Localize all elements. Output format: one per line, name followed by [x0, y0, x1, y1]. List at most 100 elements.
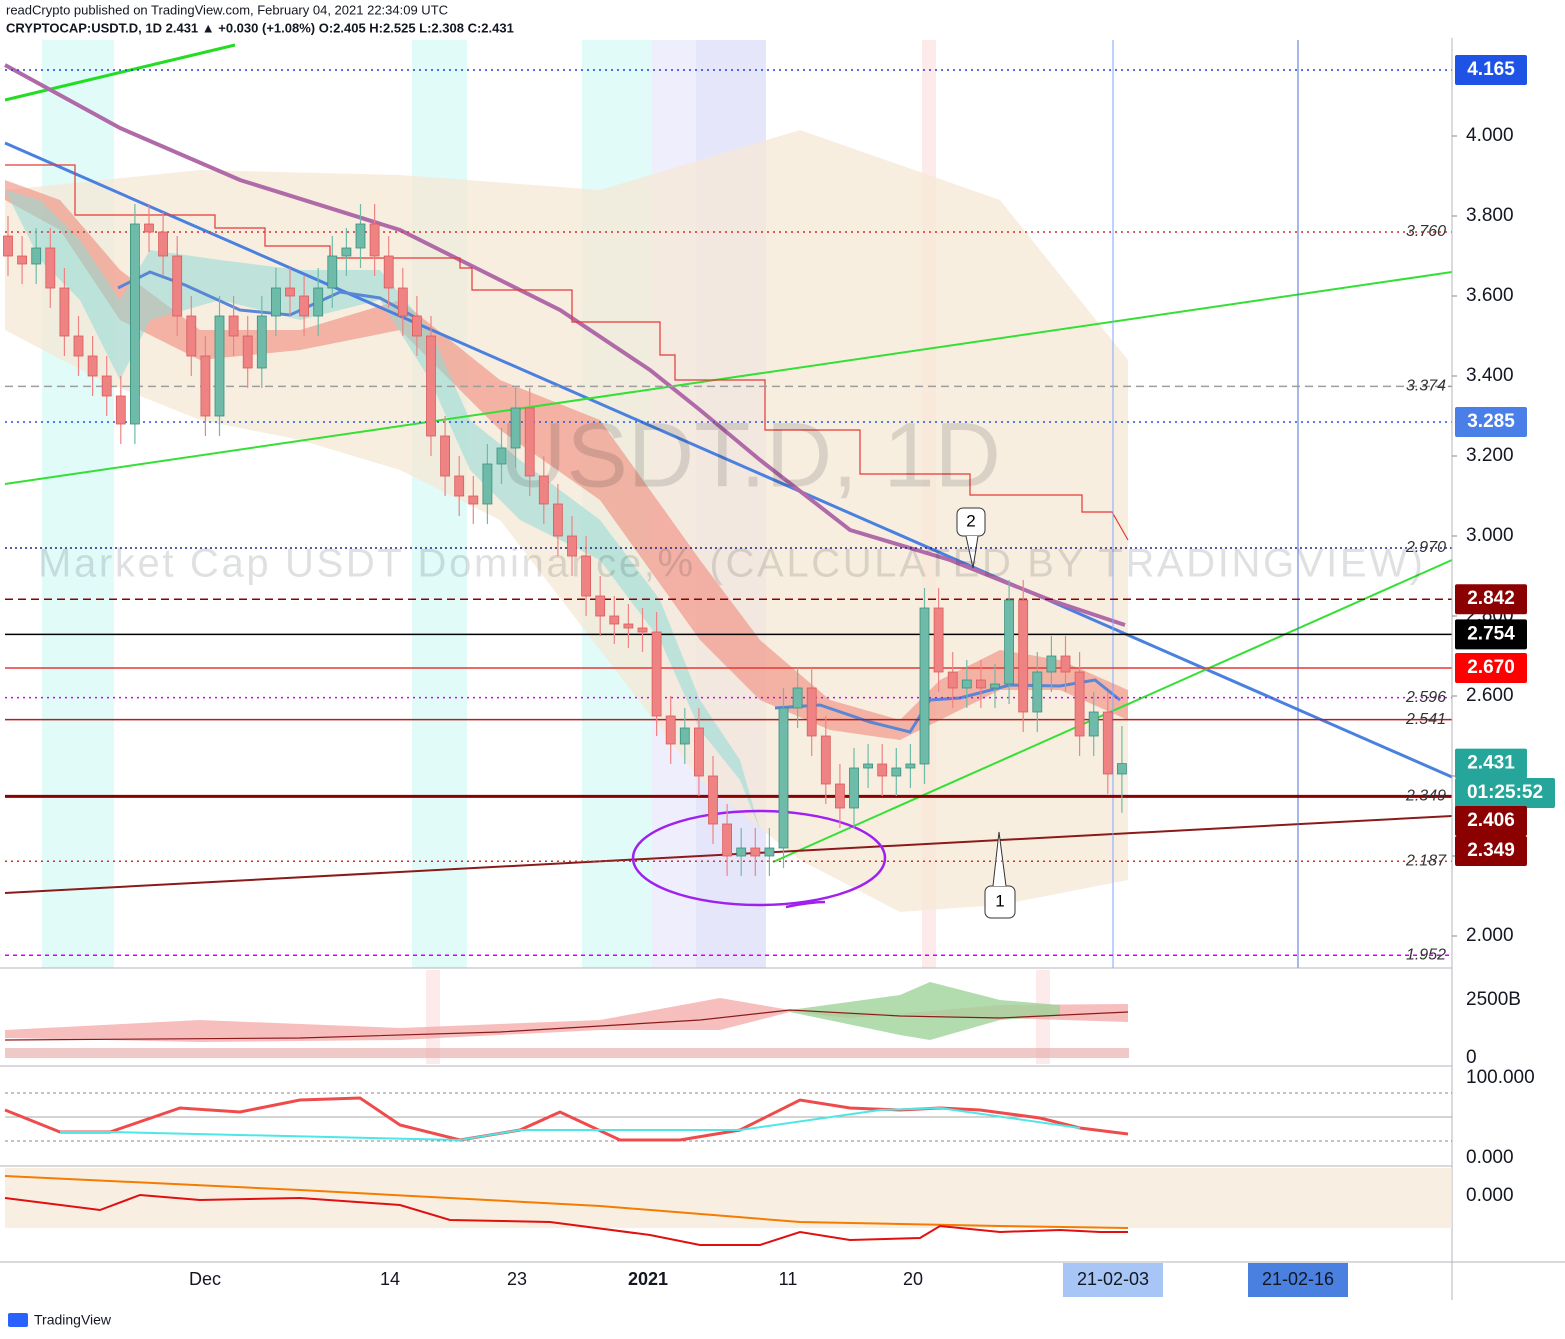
- background-bands: [5, 40, 1128, 968]
- candle-body: [1046, 655, 1057, 673]
- candle-body: [1117, 763, 1127, 775]
- candle-body: [228, 315, 239, 337]
- candle-body: [1004, 599, 1014, 685]
- date-box: [1248, 1263, 1348, 1297]
- candle-body: [426, 335, 436, 437]
- level-label: 2.187: [1405, 852, 1447, 869]
- candle-body: [87, 355, 98, 377]
- price-badge-label: 01:25:52: [1467, 782, 1543, 803]
- candle-body: [820, 735, 831, 785]
- price-badge: [1455, 55, 1527, 85]
- candle-body: [355, 223, 366, 249]
- y-tick-label: 3.800: [1466, 205, 1514, 226]
- footer: TradingView: [34, 1312, 112, 1328]
- candle-body: [524, 407, 535, 477]
- candle-body: [1088, 711, 1099, 737]
- candle-body: [806, 687, 817, 737]
- level-label: 2.596: [1405, 689, 1446, 706]
- y-tick-label: 3.600: [1466, 285, 1514, 306]
- price-badge-label: 2.406: [1467, 810, 1515, 831]
- candle-body: [101, 375, 112, 397]
- candle-body: [270, 287, 281, 317]
- candle-body: [158, 231, 169, 257]
- price-badge-label: 4.165: [1467, 59, 1515, 80]
- candle-body: [990, 683, 1000, 689]
- candle-body: [510, 407, 521, 449]
- price-badge: [1455, 653, 1527, 683]
- price-badge-label: 2.349: [1467, 840, 1515, 861]
- candle-body: [905, 763, 916, 769]
- candle-body: [595, 595, 606, 617]
- candle-body: [553, 503, 563, 537]
- candle-body: [341, 247, 352, 257]
- price-badge-label: 2.754: [1467, 623, 1515, 644]
- candle-body: [59, 287, 70, 337]
- candle-body: [933, 607, 944, 673]
- level-label: 3.760: [1406, 223, 1446, 240]
- candle-body: [299, 295, 310, 317]
- y-tick-label: 3.400: [1466, 365, 1514, 386]
- logo: [8, 1313, 28, 1327]
- candle-body: [1060, 655, 1071, 673]
- candle-body: [877, 763, 888, 777]
- candle-body: [849, 767, 859, 809]
- candle-body: [31, 247, 42, 265]
- candle-body: [369, 223, 380, 257]
- header-bg: [0, 0, 1565, 38]
- candle-body: [440, 435, 451, 477]
- x-tick-label: 23: [507, 1269, 527, 1289]
- price-badge: [1455, 778, 1555, 808]
- candle-body: [129, 223, 140, 425]
- x-tick-label: Dec: [189, 1269, 221, 1289]
- watermark-title: USDT.D, 1D: [500, 404, 1001, 506]
- candle-body: [1102, 711, 1113, 775]
- candle-body: [722, 823, 732, 857]
- candle-body: [708, 775, 718, 825]
- price-badge: [1455, 748, 1527, 779]
- annotation: 1: [995, 891, 1004, 910]
- x-tick-label: 20: [903, 1269, 923, 1289]
- candle-body: [637, 627, 648, 633]
- candle-body: [976, 679, 986, 689]
- candle-body: [327, 255, 338, 289]
- price-badge-label: 2.431: [1467, 753, 1515, 774]
- candle-body: [256, 315, 267, 369]
- y-tick-label: 3.000: [1466, 525, 1514, 546]
- y-tick-label: 2.000: [1466, 925, 1514, 946]
- annotation: 2: [966, 511, 975, 530]
- level-label: 2.970: [1405, 539, 1446, 556]
- candle-body: [764, 847, 775, 857]
- candle-body: [679, 727, 690, 745]
- level-label: 1.952: [1406, 946, 1446, 963]
- candle-body: [538, 475, 549, 505]
- candle-body: [383, 255, 394, 289]
- candle-body: [496, 447, 507, 465]
- candle-body: [397, 287, 408, 317]
- candle-body: [468, 495, 479, 505]
- candle-body: [172, 255, 183, 317]
- panel-axis-label: 0: [1466, 1047, 1477, 1068]
- price-badge: [1455, 836, 1527, 866]
- candle-body: [1032, 671, 1043, 713]
- candle-body: [214, 315, 225, 417]
- candle-body: [778, 707, 789, 849]
- candle-body: [285, 287, 295, 297]
- candle-body: [73, 335, 84, 357]
- y-tick-label: 4.000: [1466, 125, 1514, 146]
- candle-body: [1074, 671, 1085, 737]
- price-badge-label: 2.842: [1467, 588, 1515, 609]
- candle-body: [144, 223, 154, 233]
- panel-axis-label: 2500B: [1466, 989, 1521, 1010]
- candle-body: [200, 355, 211, 417]
- candle-body: [45, 247, 56, 289]
- price-badge-label: 3.285: [1467, 411, 1515, 432]
- date-box-label: 21-02-16: [1262, 1269, 1334, 1289]
- candle-body: [736, 847, 747, 857]
- sub-panels: [0, 20, 1565, 1300]
- candle-body: [313, 287, 324, 317]
- y-tick-label: 3.200: [1466, 445, 1514, 466]
- candle-body: [665, 715, 676, 745]
- price-badge: [1455, 806, 1527, 836]
